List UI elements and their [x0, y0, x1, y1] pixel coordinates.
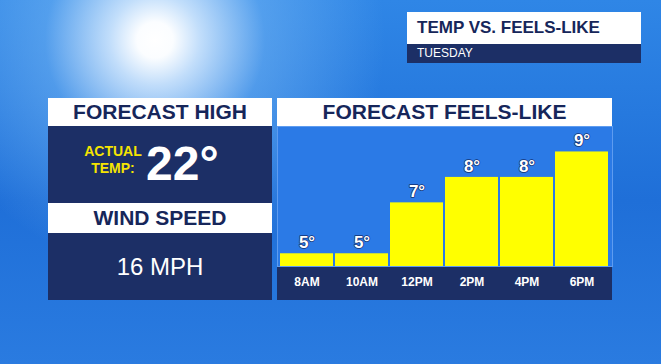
svg-text:5°: 5°	[299, 233, 315, 252]
svg-text:2PM: 2PM	[460, 275, 485, 289]
svg-text:7°: 7°	[409, 182, 425, 201]
html-text:TUESDAY: TUESDAY	[417, 46, 473, 60]
html-text:22°: 22°	[146, 137, 219, 190]
svg-text:8°: 8°	[464, 157, 480, 176]
svg-text:10AM: 10AM	[346, 275, 378, 289]
svg-text:8AM: 8AM	[294, 275, 319, 289]
svg-text:9°: 9°	[574, 131, 590, 150]
html-text:16 MPH: 16 MPH	[116, 253, 204, 280]
svg-text:5°: 5°	[354, 233, 370, 252]
svg-text:12PM: 12PM	[401, 275, 432, 289]
html-text:ACTUAL TEMP:: ACTUAL TEMP:	[84, 143, 142, 176]
html-text:FORECAST HIGH: FORECAST HIGH	[73, 100, 247, 123]
svg-text:6PM: 6PM	[570, 275, 595, 289]
svg-text:8°: 8°	[519, 157, 535, 176]
html-text:WIND SPEED: WIND SPEED	[93, 206, 227, 229]
svg-text:4PM: 4PM	[515, 275, 540, 289]
html-text:TEMP VS. FEELS-LIKE: TEMP VS. FEELS-LIKE	[417, 18, 600, 37]
html-text:FORECAST FEELS-LIKE: FORECAST FEELS-LIKE	[322, 100, 567, 123]
